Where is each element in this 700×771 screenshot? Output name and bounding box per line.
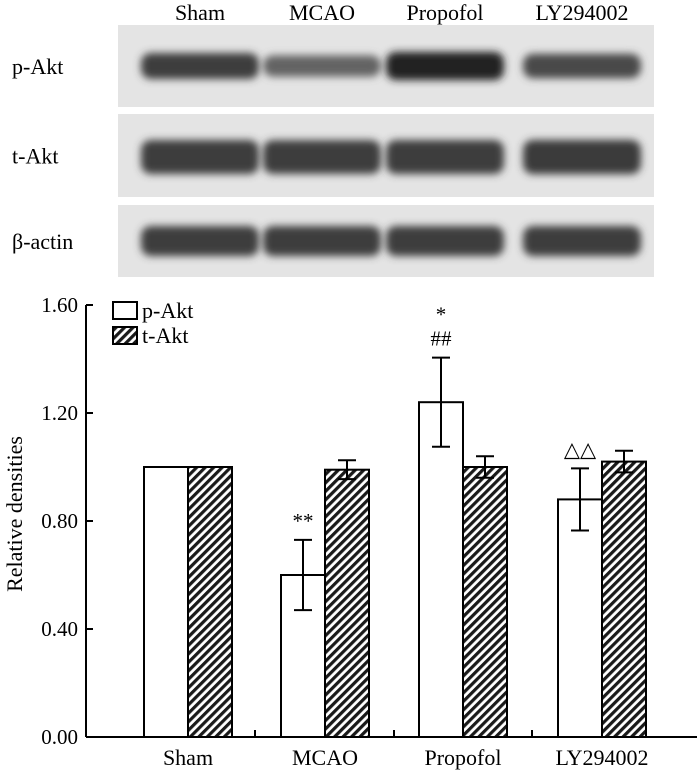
bar-t-akt [462, 466, 508, 738]
y-axis: 0.00 0.40 0.80 1.20 1.60 [41, 293, 93, 749]
blot-rows: p-Akt t-Akt β-actin [12, 25, 654, 277]
y-tick-label: 0.40 [41, 617, 78, 641]
blot-band [263, 226, 381, 256]
bar-p-akt [418, 401, 464, 738]
bar-t-akt [187, 466, 233, 738]
blot-lane-label: LY294002 [535, 0, 628, 25]
bar-t-akt [324, 468, 370, 738]
blot-band [386, 140, 504, 174]
significance-mark: ## [431, 327, 453, 351]
y-tick-label: 1.20 [41, 401, 78, 425]
x-axis: Sham MCAO Propofol LY294002 [86, 730, 697, 770]
blot-row: t-Akt [12, 114, 654, 197]
x-tick-label: MCAO [292, 745, 358, 770]
legend-label: p-Akt [142, 298, 193, 323]
bar-t-akt [601, 460, 647, 738]
blot-row-label: t-Akt [12, 144, 58, 169]
blot-lane-label: MCAO [289, 0, 355, 25]
x-tick-label: LY294002 [555, 745, 648, 770]
significance-mark: * [436, 303, 447, 327]
significance-mark: ** [293, 509, 314, 533]
blot-band [263, 140, 381, 174]
western-blot: Sham MCAO Propofol LY294002 p-Akt t-Akt β-act… [12, 0, 654, 277]
y-tick-label: 0.80 [41, 509, 78, 533]
y-axis-label: Relative densities [2, 436, 27, 592]
legend-swatch-p-akt [112, 301, 138, 320]
x-tick-label: Propofol [425, 745, 502, 770]
blot-band [263, 55, 381, 77]
x-tick-label: Sham [163, 745, 213, 770]
significance-annotations: ***##△△ [293, 303, 597, 533]
bar-p-akt [143, 466, 189, 738]
error-bars [294, 356, 633, 612]
blot-lane-label: Propofol [407, 0, 484, 25]
blot-row: β-actin [12, 205, 654, 277]
y-tick-label: 1.60 [41, 293, 78, 317]
blot-band [386, 51, 504, 81]
blot-band [141, 140, 259, 174]
blot-band [141, 53, 259, 79]
blot-band [386, 226, 504, 256]
legend-swatch-t-akt [112, 326, 138, 345]
blot-band [523, 53, 641, 79]
bar-p-akt [557, 498, 603, 738]
blot-band [523, 139, 641, 175]
blot-band [141, 226, 259, 256]
blot-row-label: p-Akt [12, 54, 63, 79]
blot-row-label: β-actin [12, 229, 73, 254]
blot-row: p-Akt [12, 25, 654, 107]
bars [143, 401, 647, 738]
legend-label: t-Akt [142, 323, 188, 348]
y-tick-label: 0.00 [41, 725, 78, 749]
blot-lane-label: Sham [175, 0, 225, 25]
significance-mark: △△ [564, 437, 597, 461]
blot-band [523, 226, 641, 256]
bar-chart: 0.000.400.801.201.60 ***##△△ Sham MCAO Pro… [2, 293, 697, 770]
blot-lane-labels: Sham MCAO Propofol LY294002 [175, 0, 629, 25]
